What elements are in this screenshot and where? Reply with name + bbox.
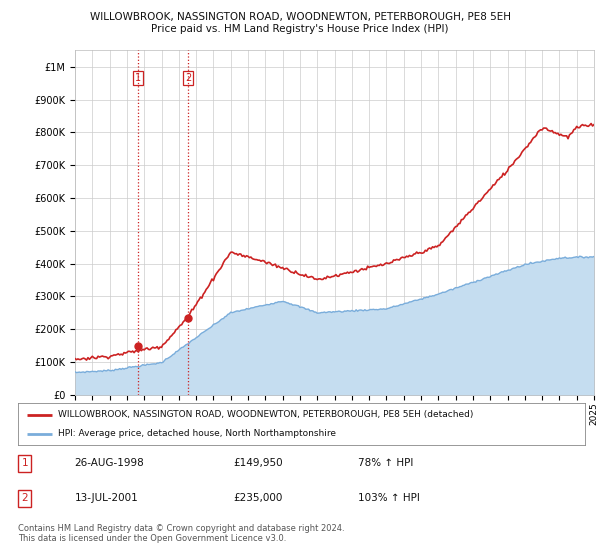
Text: HPI: Average price, detached house, North Northamptonshire: HPI: Average price, detached house, Nort… bbox=[58, 430, 335, 438]
Text: 2: 2 bbox=[22, 493, 28, 503]
Text: Price paid vs. HM Land Registry's House Price Index (HPI): Price paid vs. HM Land Registry's House … bbox=[151, 24, 449, 34]
Text: 13-JUL-2001: 13-JUL-2001 bbox=[75, 493, 139, 503]
Text: 2: 2 bbox=[185, 73, 191, 83]
Text: 1: 1 bbox=[22, 459, 28, 468]
Text: £235,000: £235,000 bbox=[233, 493, 283, 503]
Text: £149,950: £149,950 bbox=[233, 459, 283, 468]
Text: WILLOWBROOK, NASSINGTON ROAD, WOODNEWTON, PETERBOROUGH, PE8 5EH (detached): WILLOWBROOK, NASSINGTON ROAD, WOODNEWTON… bbox=[58, 410, 473, 419]
Text: 26-AUG-1998: 26-AUG-1998 bbox=[75, 459, 145, 468]
Text: WILLOWBROOK, NASSINGTON ROAD, WOODNEWTON, PETERBOROUGH, PE8 5EH: WILLOWBROOK, NASSINGTON ROAD, WOODNEWTON… bbox=[89, 12, 511, 22]
Text: Contains HM Land Registry data © Crown copyright and database right 2024.
This d: Contains HM Land Registry data © Crown c… bbox=[18, 524, 344, 543]
Text: 1: 1 bbox=[135, 73, 141, 83]
Text: 103% ↑ HPI: 103% ↑ HPI bbox=[358, 493, 420, 503]
Text: 78% ↑ HPI: 78% ↑ HPI bbox=[358, 459, 413, 468]
